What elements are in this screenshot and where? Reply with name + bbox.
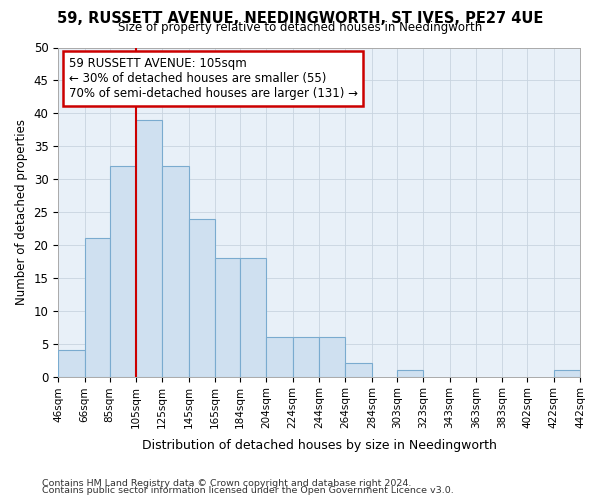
Bar bbox=[266, 337, 293, 376]
Bar bbox=[188, 218, 215, 376]
Text: Contains HM Land Registry data © Crown copyright and database right 2024.: Contains HM Land Registry data © Crown c… bbox=[42, 478, 412, 488]
Bar bbox=[110, 166, 136, 376]
Bar bbox=[85, 238, 110, 376]
Bar bbox=[162, 166, 188, 376]
Text: 59, RUSSETT AVENUE, NEEDINGWORTH, ST IVES, PE27 4UE: 59, RUSSETT AVENUE, NEEDINGWORTH, ST IVE… bbox=[57, 11, 543, 26]
X-axis label: Distribution of detached houses by size in Needingworth: Distribution of detached houses by size … bbox=[142, 440, 497, 452]
Bar bbox=[215, 258, 240, 376]
Bar bbox=[554, 370, 580, 376]
Bar bbox=[319, 337, 346, 376]
Text: Size of property relative to detached houses in Needingworth: Size of property relative to detached ho… bbox=[118, 21, 482, 34]
Bar bbox=[136, 120, 162, 376]
Bar bbox=[58, 350, 85, 376]
Text: Contains public sector information licensed under the Open Government Licence v3: Contains public sector information licen… bbox=[42, 486, 454, 495]
Bar bbox=[293, 337, 319, 376]
Bar bbox=[346, 364, 372, 376]
Bar bbox=[397, 370, 423, 376]
Bar bbox=[240, 258, 266, 376]
Y-axis label: Number of detached properties: Number of detached properties bbox=[15, 119, 28, 305]
Text: 59 RUSSETT AVENUE: 105sqm
← 30% of detached houses are smaller (55)
70% of semi-: 59 RUSSETT AVENUE: 105sqm ← 30% of detac… bbox=[68, 58, 358, 100]
